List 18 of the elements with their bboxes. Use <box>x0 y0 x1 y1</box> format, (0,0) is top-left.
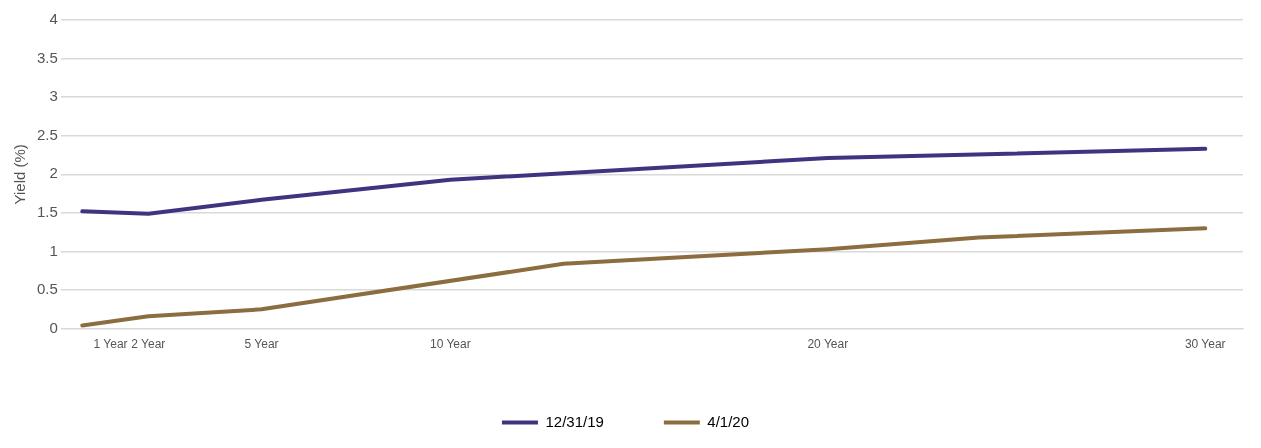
y-tick-label: 0 <box>49 318 58 336</box>
x-tick-label: 5 Year <box>244 337 279 352</box>
y-tick-label: 3 <box>49 87 58 105</box>
y-tick-label: 3.5 <box>36 48 58 66</box>
x-tick-label: 20 Year <box>807 337 849 352</box>
x-tick-label: 2 Year <box>131 337 166 352</box>
y-tick-label: 1 <box>49 241 58 259</box>
y-axis-title: Yield (%) <box>11 144 29 205</box>
y-tick-label: 1.5 <box>36 203 58 221</box>
legend-label: 4/1/20 <box>707 412 750 430</box>
legend-label: 12/31/19 <box>545 412 604 430</box>
y-tick-label: 0.5 <box>36 280 58 298</box>
y-tick-label: 2 <box>49 164 58 182</box>
x-tick-label: 1 Year <box>93 337 128 352</box>
x-tick-label: 30 Year <box>1184 337 1226 352</box>
y-tick-label: 2.5 <box>36 125 58 143</box>
x-tick-label: 10 Year <box>429 337 471 352</box>
y-tick-label: 4 <box>49 10 58 28</box>
